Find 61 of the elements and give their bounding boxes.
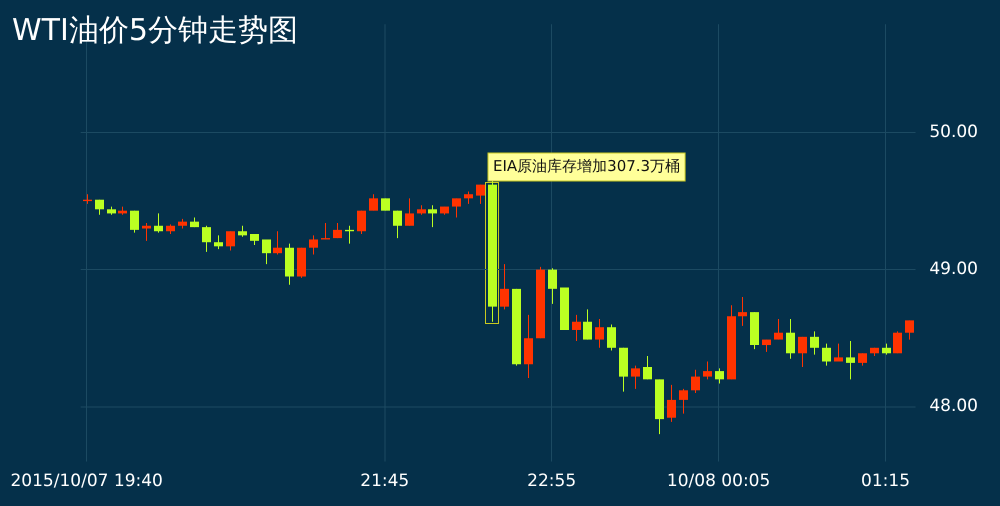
- candlestick: [321, 222, 330, 240]
- annotation: EIA原油库存增加307.3万桶: [493, 156, 680, 175]
- candlestick: [428, 204, 437, 228]
- candlestick: [905, 320, 914, 340]
- candlestick: [142, 222, 151, 242]
- candlestick: [166, 224, 175, 234]
- candlestick: [738, 296, 747, 326]
- candlestick: [464, 190, 473, 204]
- candlestick: [83, 194, 92, 204]
- candlestick: [238, 225, 247, 238]
- candlestick: [810, 330, 819, 356]
- candlestick: [452, 198, 461, 218]
- candlestick: [798, 336, 807, 368]
- y-tick-label: 49.00: [929, 259, 978, 280]
- candlestick: [202, 225, 211, 252]
- candlestick: [667, 384, 676, 422]
- candlestick: [95, 199, 104, 216]
- candlestick: [214, 234, 223, 250]
- candlestick: [178, 218, 187, 230]
- candlestick: [309, 234, 318, 256]
- candlestick: [273, 230, 282, 256]
- candlestick: [333, 222, 342, 239]
- candlestick: [369, 194, 378, 212]
- candlestick: [846, 340, 855, 380]
- candlestick: [786, 318, 795, 360]
- y-tick-label: 48.00: [929, 396, 978, 416]
- candlestick: [130, 210, 139, 234]
- candlestick: [405, 198, 414, 226]
- x-tick-label: 2015/10/07 19:40: [10, 471, 163, 492]
- candlestick: [583, 308, 592, 340]
- candlestick: [572, 314, 581, 342]
- chart-title: WTI油价5分钟走势图: [12, 12, 298, 50]
- candlestick: [154, 212, 163, 234]
- candlestick: [607, 324, 616, 352]
- candlestick: [774, 318, 783, 340]
- candlestick: [822, 343, 831, 366]
- candlestick: [643, 356, 652, 380]
- candlestick: [834, 343, 843, 362]
- candlestick: [548, 268, 557, 304]
- candlestick: [631, 365, 640, 390]
- candlestick: [762, 339, 771, 352]
- candlestick: [393, 210, 402, 239]
- candlestick: [858, 352, 867, 366]
- x-tick-label: 01:15: [861, 471, 910, 492]
- candlestick: [476, 184, 485, 204]
- x-tick-label: 10/08 00:05: [666, 471, 770, 492]
- candlestick: [357, 210, 366, 234]
- candlestick: [262, 238, 271, 265]
- candlestick: [417, 204, 426, 216]
- candlestick: [679, 388, 688, 414]
- candlestick: [691, 369, 700, 394]
- x-tick-label: 21:45: [360, 471, 410, 492]
- candlestick: [882, 343, 891, 356]
- candlestick: [500, 264, 509, 310]
- candlestick: [703, 361, 712, 380]
- y-tick-label: 50.00: [929, 122, 978, 142]
- candlestick: [595, 318, 604, 348]
- candlestick: [893, 330, 902, 354]
- x-tick-label: 22:55: [527, 471, 576, 492]
- candlestick: [226, 230, 235, 251]
- candlestick: [715, 368, 724, 384]
